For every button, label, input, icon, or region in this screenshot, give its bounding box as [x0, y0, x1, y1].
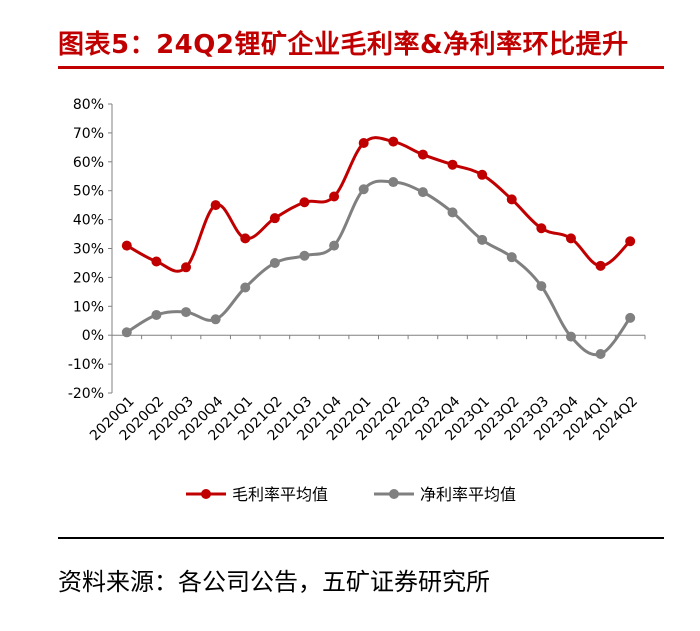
data-point-2 [358, 184, 369, 195]
source-divider [58, 537, 664, 539]
y-tick-label: 50% [73, 184, 104, 200]
legend-marker-2 [389, 489, 399, 499]
data-point-1 [477, 169, 488, 180]
line-chart: 80%70%60%50%40%30%20%10%0%-10%-20% 2020Q… [68, 97, 646, 504]
y-tick-label: 60% [73, 155, 104, 171]
data-point-1 [506, 194, 517, 205]
data-point-1 [536, 223, 547, 234]
data-point-1 [121, 240, 132, 251]
source-note: 资料来源：各公司公告，五矿证券研究所 [58, 568, 490, 596]
data-point-2 [506, 252, 517, 263]
data-point-2 [417, 187, 428, 198]
data-point-2 [536, 281, 547, 292]
data-point-1 [329, 191, 340, 202]
data-point-1 [299, 197, 310, 208]
data-point-1 [151, 256, 162, 267]
y-tick-label: 20% [73, 270, 104, 286]
series-line-2 [126, 179, 632, 357]
data-point-1 [417, 149, 428, 160]
y-tick-label: 10% [73, 299, 104, 315]
data-point-2 [625, 312, 636, 323]
y-tick-label: 40% [73, 213, 104, 229]
legend-label-2: 净利率平均值 [420, 485, 516, 504]
data-point-1 [447, 159, 458, 170]
y-tick-label: 0% [82, 328, 104, 344]
data-point-2 [595, 348, 606, 359]
data-point-1 [625, 236, 636, 247]
y-tick-label: 70% [73, 126, 104, 142]
data-point-2 [329, 240, 340, 251]
data-point-1 [210, 200, 221, 211]
data-point-2 [151, 309, 162, 320]
y-tick-label: -10% [68, 357, 104, 373]
chart-title: 图表5：24Q2锂矿企业毛利率&净利率环比提升 [58, 30, 629, 60]
data-point-1 [565, 233, 576, 244]
data-point-1 [388, 136, 399, 147]
data-point-2 [388, 177, 399, 188]
title-divider [58, 66, 664, 69]
y-tick-label: 80% [73, 97, 104, 113]
data-point-2 [240, 282, 251, 293]
y-tick-label: 30% [73, 242, 104, 258]
data-point-2 [210, 314, 221, 325]
data-point-1 [358, 138, 369, 149]
data-point-1 [240, 233, 251, 244]
legend-marker-1 [201, 489, 211, 499]
data-point-2 [181, 307, 192, 318]
data-point-2 [269, 257, 280, 268]
y-tick-label: -20% [68, 386, 104, 402]
series-line-1 [126, 136, 632, 273]
data-point-2 [121, 327, 132, 338]
data-point-1 [269, 213, 280, 224]
legend-label-1: 毛利率平均值 [232, 485, 328, 504]
data-point-2 [565, 331, 576, 342]
data-point-2 [299, 250, 310, 261]
data-point-2 [477, 234, 488, 245]
data-point-1 [595, 260, 606, 271]
data-point-2 [447, 207, 458, 218]
data-point-1 [181, 262, 192, 273]
